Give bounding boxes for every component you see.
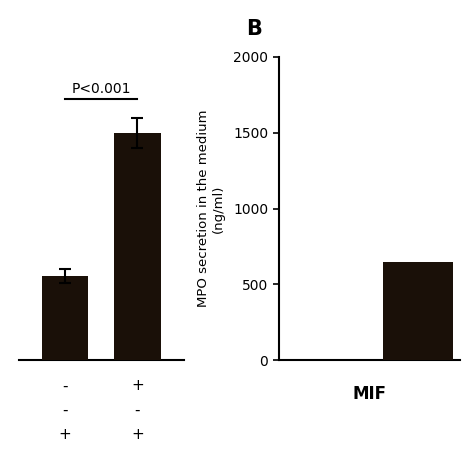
Text: MIF: MIF [352, 384, 386, 402]
Bar [42, 276, 88, 360]
Text: -: - [62, 403, 68, 418]
Text: B: B [246, 18, 262, 39]
Text: +: + [59, 427, 72, 442]
Text: P<0.001: P<0.001 [72, 82, 131, 96]
Y-axis label: MPO secretion in the medium
(ng/ml): MPO secretion in the medium (ng/ml) [197, 110, 225, 307]
Text: -: - [135, 403, 140, 418]
Bar [114, 133, 161, 360]
Bar [383, 262, 453, 360]
Text: +: + [131, 427, 144, 442]
Text: +: + [131, 378, 144, 393]
Text: -: - [62, 378, 68, 393]
